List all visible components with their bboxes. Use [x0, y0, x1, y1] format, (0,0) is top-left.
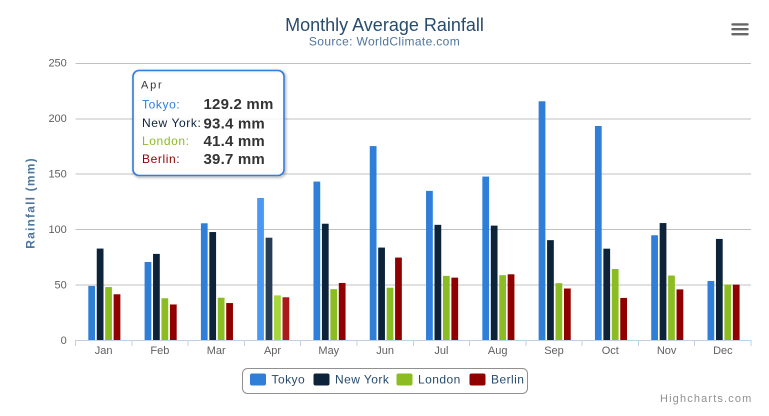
- svg-text:50: 50: [55, 280, 67, 292]
- svg-text:Monthly Average Rainfall: Monthly Average Rainfall: [285, 15, 484, 35]
- svg-text:Jan: Jan: [95, 345, 113, 357]
- svg-text:Mar: Mar: [207, 345, 226, 357]
- svg-text:Berlin:: Berlin:: [142, 152, 180, 166]
- svg-text:New York: New York: [335, 373, 390, 387]
- svg-text:Sep: Sep: [544, 345, 564, 357]
- svg-text:Rainfall (mm): Rainfall (mm): [24, 157, 38, 249]
- svg-text:May: May: [318, 345, 339, 357]
- svg-text:39.7 mm: 39.7 mm: [204, 151, 265, 168]
- svg-text:Oct: Oct: [602, 345, 619, 357]
- svg-text:93.4 mm: 93.4 mm: [204, 115, 265, 132]
- svg-text:London:: London:: [142, 134, 190, 148]
- svg-text:Jun: Jun: [376, 345, 394, 357]
- svg-text:0: 0: [61, 335, 67, 347]
- svg-text:Feb: Feb: [150, 345, 169, 357]
- svg-text:Tokyo: Tokyo: [272, 373, 306, 387]
- svg-text:41.4 mm: 41.4 mm: [204, 133, 265, 150]
- svg-text:Apr: Apr: [264, 345, 281, 357]
- svg-text:Dec: Dec: [713, 345, 733, 357]
- svg-text:Source: WorldClimate.com: Source: WorldClimate.com: [309, 35, 460, 49]
- svg-text:Aug: Aug: [488, 345, 508, 357]
- svg-text:New York:: New York:: [142, 116, 201, 130]
- svg-text:100: 100: [48, 224, 66, 236]
- svg-text:Nov: Nov: [657, 345, 677, 357]
- svg-text:Tokyo:: Tokyo:: [142, 98, 180, 112]
- svg-text:Apr: Apr: [141, 80, 164, 92]
- svg-text:Highcharts.com: Highcharts.com: [660, 393, 753, 405]
- svg-text:Berlin: Berlin: [491, 373, 524, 387]
- svg-text:200: 200: [48, 113, 66, 125]
- svg-text:129.2 mm: 129.2 mm: [204, 96, 274, 113]
- svg-text:150: 150: [48, 169, 66, 181]
- svg-text:Jul: Jul: [434, 345, 448, 357]
- svg-text:250: 250: [48, 58, 66, 70]
- svg-text:London: London: [418, 373, 461, 387]
